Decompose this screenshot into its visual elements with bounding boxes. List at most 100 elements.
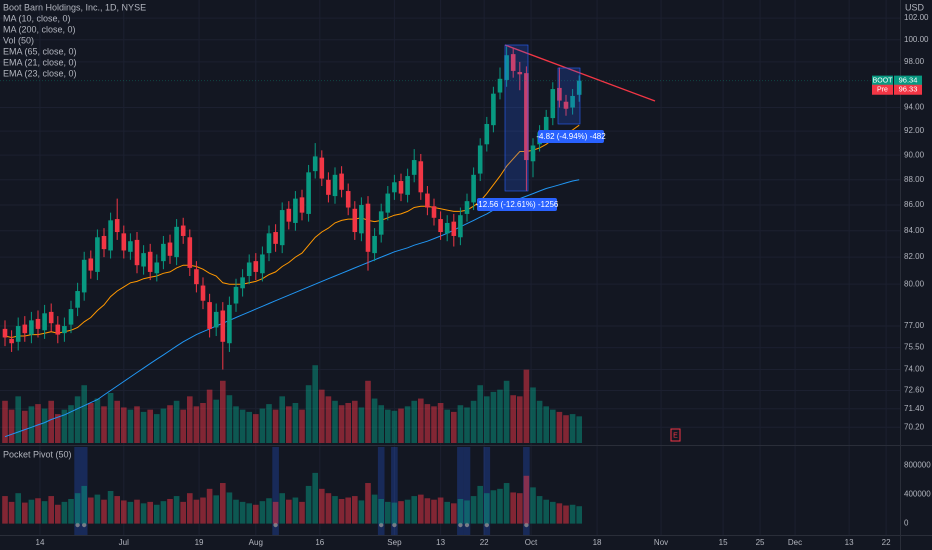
candle-body [180, 225, 186, 236]
volume-bar [365, 380, 371, 443]
pocket-pivot-bar [523, 475, 530, 524]
pocket-pivot-bar [35, 498, 41, 524]
measure-box [557, 67, 581, 125]
volume-bar [200, 403, 206, 443]
candle-body [246, 262, 252, 276]
volume-bar [576, 416, 582, 443]
pocket-pivot-bar [345, 497, 351, 524]
y-tick-label: 800000 [904, 461, 931, 470]
candle-body [345, 191, 351, 208]
y-tick-label: 75.50 [904, 343, 925, 352]
candle-body [167, 242, 173, 256]
pocket-pivot-bar [484, 493, 490, 524]
y-tick-label: 71.40 [904, 404, 925, 413]
x-tick-label: Jul [119, 538, 129, 547]
pocket-pivot-bar [28, 499, 35, 524]
pocket-pivot-bar [385, 501, 391, 524]
candle-body [517, 72, 523, 75]
legend-entry: MA (200, close, 0) [3, 24, 76, 34]
volume-bar [332, 400, 338, 443]
pocket-pivot-bar [41, 501, 48, 524]
legend-entry: EMA (21, close, 0) [3, 57, 77, 67]
pocket-pivot-bar [437, 497, 444, 524]
candle-body [530, 145, 536, 162]
candle-body [484, 123, 490, 145]
pocket-pivot-bar [114, 496, 120, 524]
candle-body [576, 80, 582, 95]
y-tick-label: 400000 [904, 490, 931, 499]
candle-body [141, 253, 146, 267]
volume-bar [193, 406, 200, 443]
x-tick-label: 25 [756, 538, 765, 547]
y-tick-label: 72.60 [904, 386, 925, 395]
pivot-highlight [272, 447, 279, 535]
pocket-pivot-bar [451, 503, 457, 524]
x-tick-label: Oct [525, 538, 538, 547]
candle-body [438, 219, 443, 233]
pocket-pivot-bar [61, 501, 68, 524]
x-tick-label: Sep [387, 538, 402, 547]
volume-bar [8, 409, 15, 443]
candle-body [35, 318, 41, 329]
volume-pane [2, 365, 582, 443]
candle-body [114, 219, 120, 233]
y-tick-label: 74.00 [904, 365, 925, 374]
candle-body [29, 320, 34, 335]
candle-body [385, 193, 391, 213]
volume-bar [160, 408, 167, 443]
volume-bar [530, 387, 536, 443]
volume-bar [35, 404, 41, 443]
candle-body [563, 101, 569, 109]
volume-bar [94, 398, 101, 443]
candle-body [332, 174, 338, 197]
candle-body [524, 73, 529, 161]
pocket-pivot-bar [497, 488, 503, 524]
candle-body [75, 291, 80, 308]
earnings-label: E [673, 432, 678, 439]
pocket-pivot-bar [81, 485, 87, 524]
volume-bar [411, 400, 417, 443]
candle-body [154, 262, 160, 274]
candle-body [365, 203, 371, 252]
pocket-pivot-bar [206, 488, 213, 524]
volume-bar [121, 407, 127, 443]
y-tick-label: 100.00 [904, 35, 929, 44]
candle-body [306, 172, 311, 214]
candle-body [471, 174, 476, 203]
volume-bar [371, 398, 378, 443]
volume-bar [167, 405, 173, 443]
candle-body [108, 220, 113, 251]
volume-bar [556, 411, 563, 443]
pocket-pivot-bar [187, 493, 193, 524]
volume-bar [68, 405, 74, 443]
pocket-pivot-bar [510, 492, 516, 524]
candle-body [543, 116, 549, 132]
volume-bar [147, 409, 153, 443]
price-badge [872, 84, 893, 95]
pivot-highlight [391, 447, 398, 535]
candle-body [491, 93, 496, 126]
pocket-pivot-bar [121, 500, 127, 524]
pivot-dot [379, 522, 384, 528]
pocket-pivot-bar [338, 498, 345, 524]
pocket-pivot-bar [431, 499, 437, 524]
x-tick-label: Aug [249, 538, 263, 547]
pocket-pivot-bar [352, 496, 358, 524]
pocket-pivot-bar [503, 483, 510, 524]
y-tick-label: 102.00 [904, 13, 929, 22]
volume-bar [385, 409, 391, 443]
candle-body [174, 226, 179, 258]
x-tick-label: 16 [315, 538, 324, 547]
pocket-pivot-bar [272, 501, 279, 524]
legend: Boot Barn Holdings, Inc., 1D, NYSE MA (1… [3, 2, 146, 78]
pocket-pivot-bar [147, 501, 153, 524]
volume-bar [299, 409, 305, 443]
y-tick-label: 98.00 [904, 57, 925, 66]
candle-body [293, 198, 298, 223]
volume-bar [134, 406, 140, 443]
pocket-pivot-bar [391, 502, 398, 524]
y-tick-label: 88.00 [904, 175, 925, 184]
volume-bar [457, 405, 464, 443]
volume-bar [477, 385, 483, 443]
candle-body [48, 311, 54, 324]
